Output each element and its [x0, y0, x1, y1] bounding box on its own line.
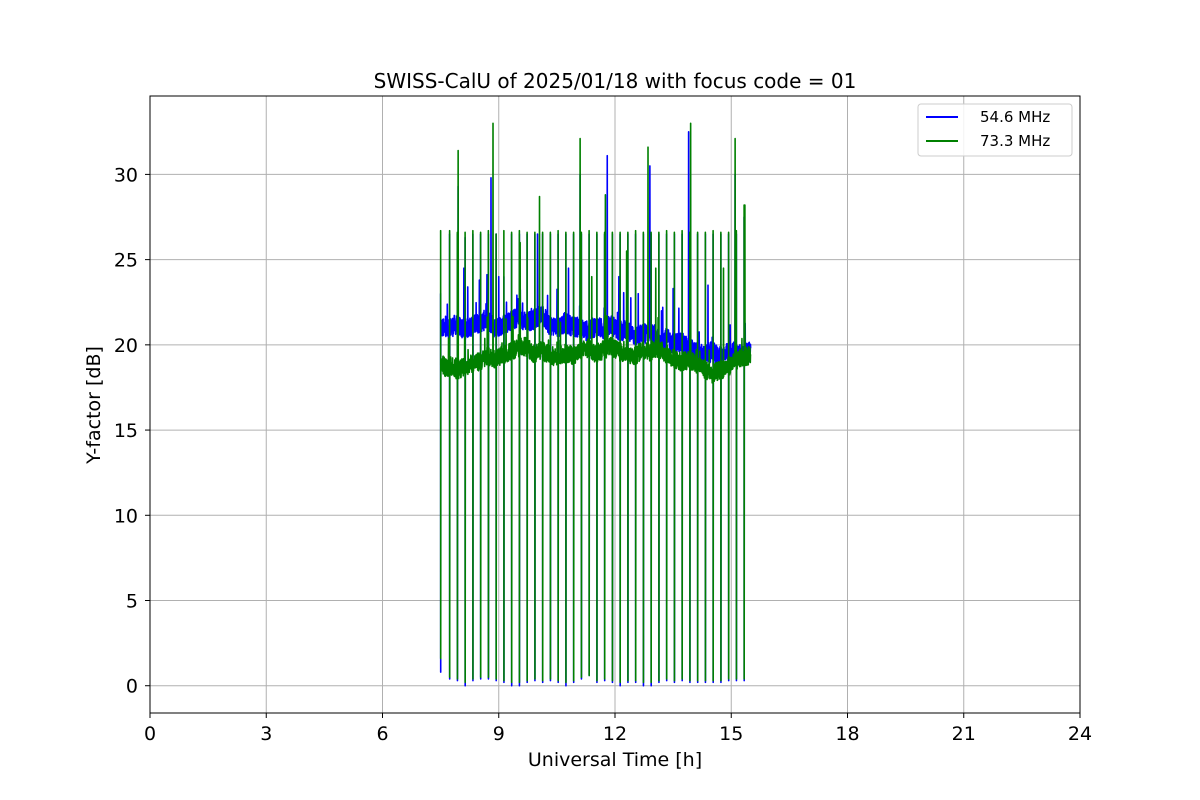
y-tick-label: 0	[126, 676, 138, 698]
x-tick-label: 21	[952, 723, 976, 745]
y-tick-label: 20	[114, 335, 138, 357]
x-tick-label: 12	[603, 723, 627, 745]
x-tick-label: 6	[376, 723, 388, 745]
x-axis: 0 3 6 9 12 15 18 21 24	[144, 713, 1092, 745]
series-line-73-3	[439, 122, 752, 684]
y-axis: 0 5 10 15 20 25 30	[114, 164, 150, 698]
x-axis-title: Universal Time [h]	[528, 749, 702, 771]
x-tick-label: 9	[493, 723, 505, 745]
plot-area	[439, 122, 752, 687]
y-tick-label: 5	[126, 591, 138, 613]
series-layer	[439, 122, 752, 687]
x-tick-label: 18	[835, 723, 859, 745]
x-tick-label: 15	[719, 723, 743, 745]
y-tick-label: 25	[114, 250, 138, 272]
y-axis-title: Y-factor [dB]	[83, 346, 105, 465]
y-tick-label: 10	[114, 505, 138, 527]
legend: 54.6 MHz 73.3 MHz	[917, 103, 1073, 157]
y-tick-label: 30	[114, 164, 138, 186]
x-tick-label: 24	[1068, 723, 1092, 745]
legend-label-73-3: 73.3 MHz	[980, 132, 1050, 150]
y-tick-label: 15	[114, 420, 138, 442]
x-tick-label: 3	[260, 723, 272, 745]
x-tick-label: 0	[144, 723, 156, 745]
chart-title: SWISS-CalU of 2025/01/18 with focus code…	[374, 69, 857, 93]
legend-label-54-6: 54.6 MHz	[980, 108, 1050, 126]
